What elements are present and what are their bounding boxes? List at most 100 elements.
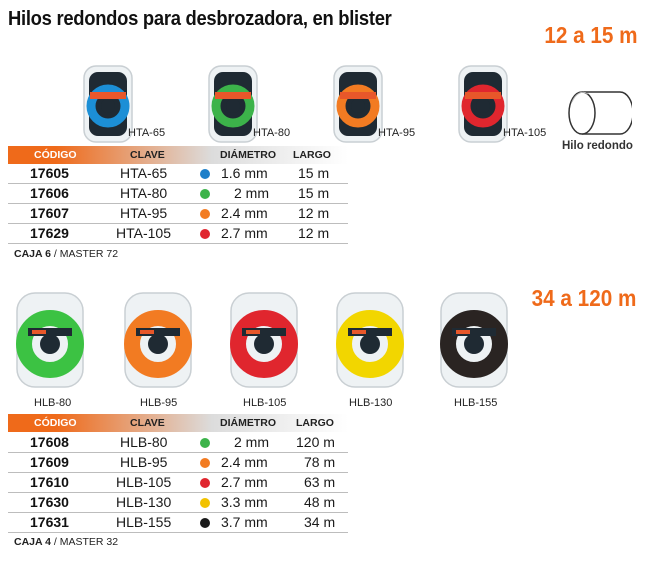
largo-cell: 63 m <box>304 474 336 490</box>
product-image-hlb-130 <box>334 290 406 390</box>
table-header-bar <box>8 414 348 432</box>
clave-cell: HLB-95 <box>120 454 168 470</box>
table-row: 17605 HTA-65 1.6 mm 15 m <box>8 164 348 184</box>
blister-pack-icon <box>83 65 133 143</box>
codigo-cell: 17610 <box>30 474 69 490</box>
product-image-hta-65 <box>80 62 136 146</box>
header-clave: CLAVE <box>130 417 165 429</box>
largo-cell: 120 m <box>296 434 335 450</box>
color-dot-icon <box>200 458 210 468</box>
diametro-cell: 2.7 mm <box>221 225 268 241</box>
blister-pack-icon <box>208 65 258 143</box>
blister-pack-icon <box>230 292 298 388</box>
product-image-hta-80 <box>205 62 261 146</box>
diametro-cell: 2.4 mm <box>221 205 268 221</box>
table-row: 17609 HLB-95 2.4 mm 78 m <box>8 453 348 473</box>
color-dot-icon <box>200 438 210 448</box>
diametro-cell: 3.3 mm <box>221 494 268 510</box>
color-dot-icon <box>200 229 210 239</box>
color-dot-icon <box>200 169 210 179</box>
clave-cell: HLB-155 <box>116 514 172 530</box>
round-line-label: Hilo redondo <box>562 140 633 152</box>
diametro-cell: 2 mm <box>234 185 269 201</box>
largo-cell: 15 m <box>298 185 330 201</box>
codigo-cell: 17631 <box>30 514 69 530</box>
table-row: 17606 HTA-80 2 mm 15 m <box>8 184 348 204</box>
header-codigo: CÓDIGO <box>34 149 77 161</box>
clave-cell: HLB-105 <box>116 474 172 490</box>
clave-cell: HLB-80 <box>120 434 168 450</box>
codigo-cell: 17606 <box>30 185 69 201</box>
table-row: 17630 HLB-130 3.3 mm 48 m <box>8 493 348 513</box>
caja-label: CAJA 6 <box>14 248 51 260</box>
product-label-hlb-80: HLB-80 <box>34 397 72 409</box>
diametro-cell: 2 mm <box>234 434 269 450</box>
diametro-cell: 3.7 mm <box>221 514 268 530</box>
product-label-hta-80: HTA-80 <box>253 127 291 139</box>
table-row: 17607 HTA-95 2.4 mm 12 m <box>8 204 348 224</box>
diametro-cell: 2.7 mm <box>221 474 268 490</box>
color-dot-icon <box>200 209 210 219</box>
master-label: / MASTER 32 <box>53 536 119 548</box>
largo-cell: 78 m <box>304 454 336 470</box>
master-label: / MASTER 72 <box>53 248 119 260</box>
codigo-cell: 17605 <box>30 165 69 181</box>
blister-pack-icon <box>124 292 192 388</box>
product-label-hta-65: HTA-65 <box>128 127 166 139</box>
header-largo: LARGO <box>293 149 331 161</box>
clave-cell: HTA-65 <box>120 165 168 181</box>
clave-cell: HTA-105 <box>116 225 171 241</box>
codigo-cell: 17609 <box>30 454 69 470</box>
largo-cell: 12 m <box>298 225 330 241</box>
largo-cell: 34 m <box>304 514 336 530</box>
largo-cell: 15 m <box>298 165 330 181</box>
section-1-range: 12 a 15 m <box>544 22 638 48</box>
color-dot-icon <box>200 498 210 508</box>
largo-cell: 48 m <box>304 494 336 510</box>
header-diametro: DIÁMETRO <box>220 417 276 429</box>
blister-pack-icon <box>333 65 383 143</box>
clave-cell: HTA-80 <box>120 185 168 201</box>
header-codigo: CÓDIGO <box>34 417 77 429</box>
product-image-hlb-105 <box>228 290 300 390</box>
table-row: 17629 HTA-105 2.7 mm 12 m <box>8 224 348 244</box>
codigo-cell: 17629 <box>30 225 69 241</box>
product-label-hlb-130: HLB-130 <box>349 397 393 409</box>
clave-cell: HTA-95 <box>120 205 168 221</box>
diametro-cell: 1.6 mm <box>221 165 268 181</box>
table-row: 17608 HLB-80 2 mm 120 m <box>8 433 348 453</box>
codigo-cell: 17630 <box>30 494 69 510</box>
table-header-bar <box>8 146 348 164</box>
blister-pack-icon <box>336 292 404 388</box>
caja-label: CAJA 4 <box>14 536 51 548</box>
packaging-info-1: CAJA 6 / MASTER 72 <box>14 248 118 260</box>
blister-pack-icon <box>16 292 84 388</box>
header-diametro: DIÁMETRO <box>220 149 276 161</box>
largo-cell: 12 m <box>298 205 330 221</box>
product-label-hlb-155: HLB-155 <box>454 397 498 409</box>
product-image-hlb-155 <box>438 290 510 390</box>
table-row: 17610 HLB-105 2.7 mm 63 m <box>8 473 348 493</box>
round-line-cross-section-icon <box>568 91 632 135</box>
color-dot-icon <box>200 189 210 199</box>
product-image-hta-105 <box>455 62 511 146</box>
page-title: Hilos redondos para desbrozadora, en bli… <box>8 8 392 30</box>
color-dot-icon <box>200 518 210 528</box>
product-label-hlb-105: HLB-105 <box>243 397 287 409</box>
header-largo: LARGO <box>296 417 334 429</box>
blister-pack-icon <box>440 292 508 388</box>
product-label-hta-105: HTA-105 <box>503 127 547 139</box>
codigo-cell: 17607 <box>30 205 69 221</box>
section-2-range: 34 a 120 m <box>531 285 636 311</box>
header-clave: CLAVE <box>130 149 165 161</box>
product-image-hlb-80 <box>14 290 86 390</box>
packaging-info-2: CAJA 4 / MASTER 32 <box>14 536 118 548</box>
product-label-hta-95: HTA-95 <box>378 127 416 139</box>
clave-cell: HLB-130 <box>116 494 172 510</box>
blister-pack-icon <box>458 65 508 143</box>
product-image-hlb-95 <box>122 290 194 390</box>
diametro-cell: 2.4 mm <box>221 454 268 470</box>
table-row: 17631 HLB-155 3.7 mm 34 m <box>8 513 348 533</box>
color-dot-icon <box>200 478 210 488</box>
codigo-cell: 17608 <box>30 434 69 450</box>
